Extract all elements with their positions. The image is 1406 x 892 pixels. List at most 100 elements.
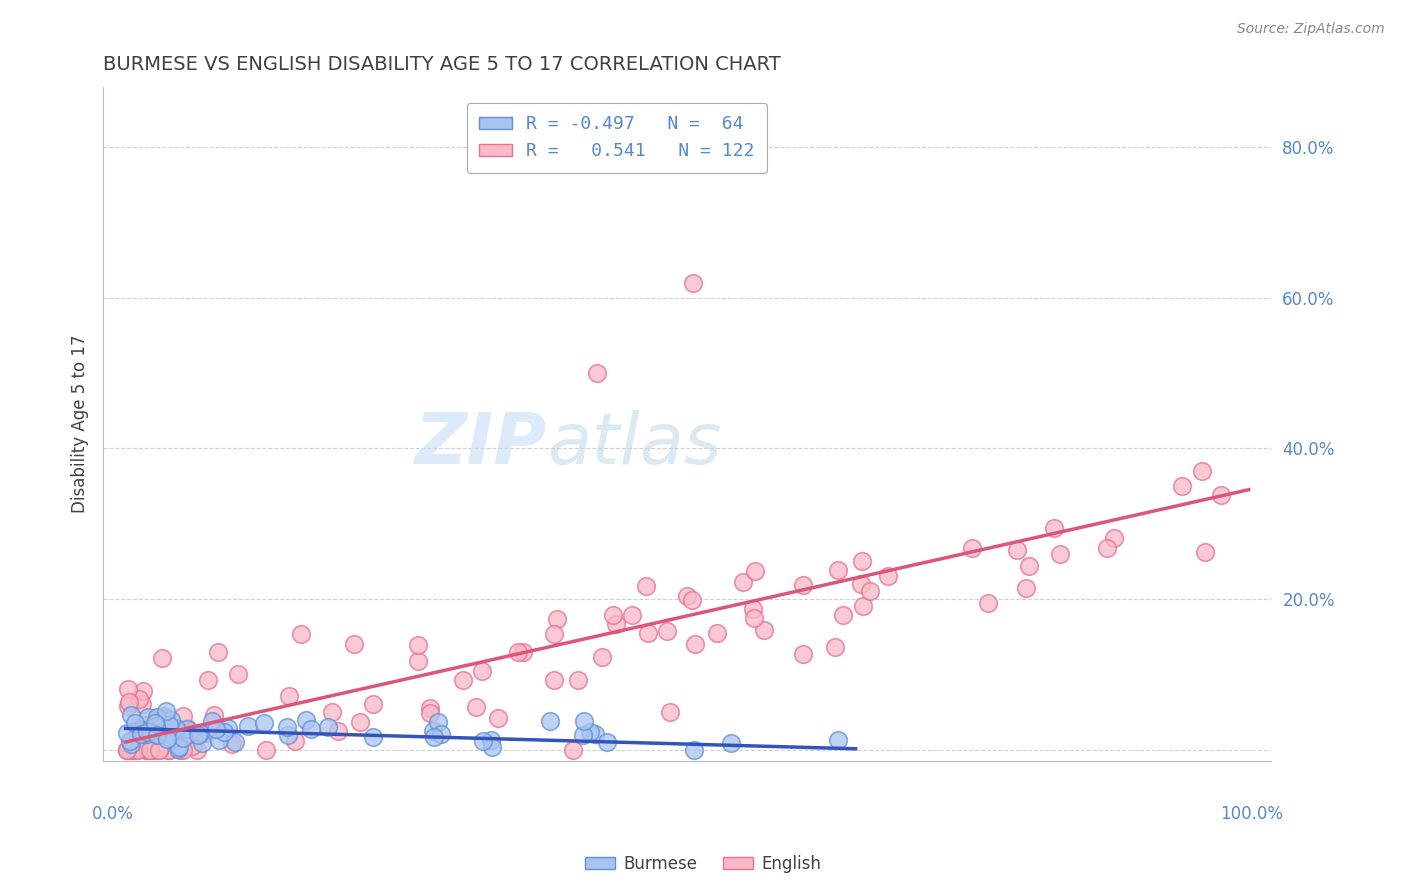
Point [157,742,180,756]
Point [179,726,201,740]
Point [277,689,299,703]
Point [150,651,173,665]
Point [120,734,142,748]
Point [676,589,699,603]
Point [208,733,231,747]
Point [284,733,307,747]
Point [602,608,624,623]
Point [1049,547,1071,561]
Point [655,624,678,638]
Point [827,733,849,747]
Point [221,738,243,752]
Point [172,731,194,745]
Point [859,584,882,599]
Point [132,684,155,698]
Point [121,742,143,756]
Point [685,637,707,651]
Point [792,578,814,592]
Point [349,715,371,730]
Point [706,626,728,640]
Point [172,742,194,756]
Point [135,742,157,756]
Point [634,579,657,593]
Point [824,640,846,654]
Point [1171,479,1194,493]
Point [583,726,606,740]
Point [142,741,165,756]
Point [849,577,872,591]
Point [145,719,167,733]
Point [472,734,495,748]
Point [176,722,198,736]
Point [316,720,339,734]
Point [720,736,742,750]
Point [201,714,224,728]
Point [128,692,150,706]
Point [1194,545,1216,559]
Point [254,742,277,756]
Point [543,627,565,641]
Point [212,725,235,739]
Point [224,734,246,748]
Point [572,714,595,728]
Point [136,742,159,756]
Point [148,742,170,756]
Point [157,718,180,732]
Point [451,673,474,687]
Point [121,741,143,756]
Point [228,667,250,681]
Point [852,599,875,614]
Point [977,596,1000,610]
Point [160,713,183,727]
Text: BURMESE VS ENGLISH DISABILITY AGE 5 TO 17 CORRELATION CHART: BURMESE VS ENGLISH DISABILITY AGE 5 TO 1… [103,55,780,74]
Point [162,725,184,739]
Point [486,711,509,725]
Point [1102,532,1125,546]
Point [132,718,155,732]
Point [139,739,162,754]
Point [207,645,229,659]
Point [122,742,145,756]
Point [295,713,318,727]
Point [181,739,204,753]
Point [1005,542,1028,557]
Point [139,742,162,756]
Point [136,724,159,739]
Point [124,715,146,730]
Y-axis label: Disability Age 5 to 17: Disability Age 5 to 17 [72,334,89,513]
Point [752,623,775,637]
Point [744,564,766,578]
Point [429,726,451,740]
Point [299,722,322,736]
Point [122,742,145,756]
Point [877,569,900,583]
Point [202,708,225,723]
Point [827,563,849,577]
Point [176,721,198,735]
Point [141,742,163,756]
Point [155,711,177,725]
Point [172,709,194,723]
Point [143,739,166,753]
Point [591,650,613,665]
Point [197,673,219,687]
Point [157,730,180,744]
Point [427,714,450,729]
Point [135,731,157,746]
Point [1042,521,1064,535]
Point [343,637,366,651]
Point [792,648,814,662]
Point [149,720,172,734]
Point [831,607,853,622]
Point [605,616,627,631]
Point [132,717,155,731]
Point [681,592,703,607]
Point [361,731,384,745]
Point [538,714,561,728]
Point [166,741,188,756]
Point [125,742,148,756]
Point [419,701,441,715]
Point [156,742,179,756]
Point [120,737,142,751]
Point [120,742,142,756]
